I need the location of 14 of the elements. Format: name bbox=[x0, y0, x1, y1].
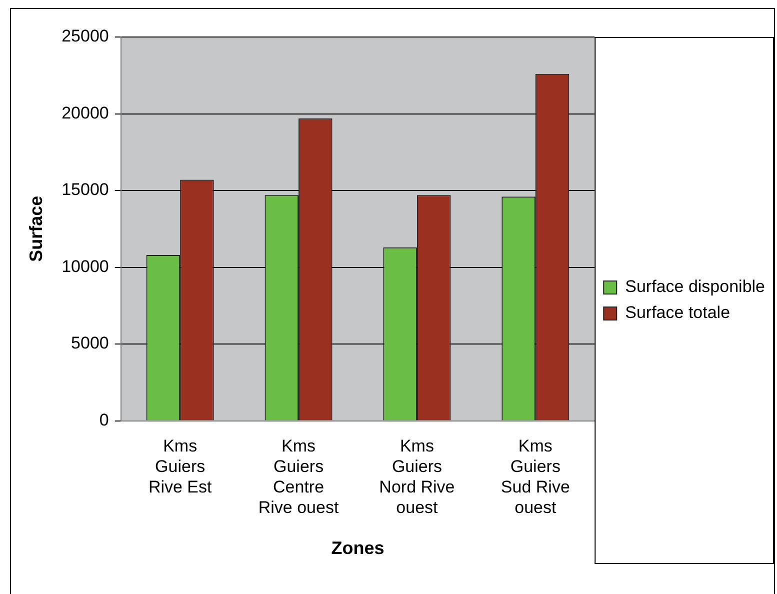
x-tick-label: Kms Guiers Centre Rive ouest bbox=[258, 436, 339, 517]
y-tick-label: 20000 bbox=[62, 103, 109, 122]
x-tick-label: Kms Guiers Sud Rive ouest bbox=[500, 436, 570, 517]
x-tick-label: Kms Guiers Rive Est bbox=[148, 436, 212, 496]
legend-label: Surface disponible bbox=[625, 277, 766, 296]
y-tick-label: 0 bbox=[99, 410, 109, 430]
y-tick-label: 15000 bbox=[62, 180, 109, 200]
x-axis-title: Zones bbox=[331, 538, 384, 558]
y-axis-title: Surface bbox=[26, 196, 46, 262]
y-tick-label: 10000 bbox=[62, 256, 109, 276]
y-tick-label: 5000 bbox=[71, 334, 109, 353]
y-tick-label: 25000 bbox=[62, 26, 109, 46]
x-tick-label: Kms Guiers Nord Rive ouest bbox=[379, 436, 455, 517]
legend-label: Surface totale bbox=[625, 303, 730, 322]
